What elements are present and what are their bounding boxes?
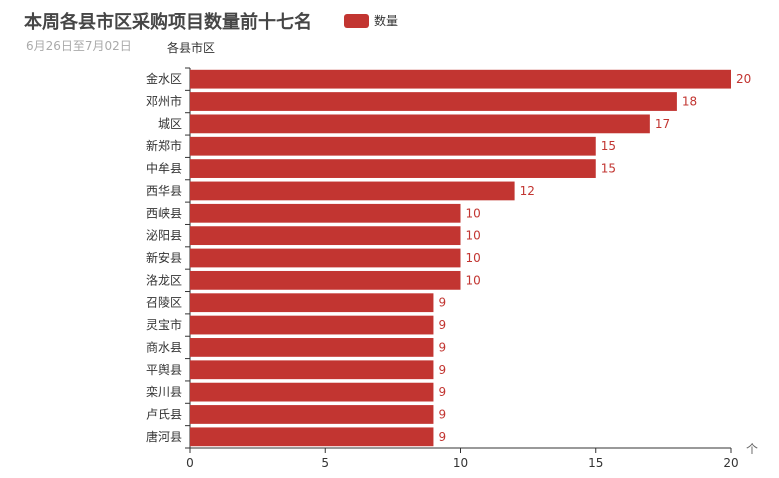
bar	[190, 69, 731, 89]
bar	[190, 338, 434, 357]
data-label: 9	[438, 296, 446, 310]
data-label: 9	[438, 385, 446, 399]
bar	[190, 226, 461, 246]
bar	[190, 203, 461, 223]
data-label: 10	[466, 273, 481, 287]
data-label: 10	[466, 229, 481, 243]
y-tick-label: 唐河县	[146, 429, 182, 444]
chart-subtitle: 6月26日至7月02日	[26, 39, 132, 53]
data-label: 10	[466, 251, 481, 265]
y-tick-label: 泌阳县	[146, 229, 182, 243]
data-label: 9	[438, 430, 446, 444]
y-tick-label: 新郑市	[146, 138, 182, 153]
y-tick-label: 灵宝市	[146, 317, 182, 332]
y-tick-label: 西华县	[146, 184, 182, 198]
y-axis-name: 各县市区	[167, 40, 215, 55]
bar	[190, 181, 515, 201]
chart-title: 本周各县市区采购项目数量前十七名	[24, 12, 312, 33]
x-tick-label: 0	[186, 456, 194, 470]
data-label: 9	[438, 340, 446, 354]
x-tick-label: 10	[453, 456, 468, 470]
bar	[190, 270, 461, 290]
y-tick-label: 金水区	[146, 71, 182, 86]
legend[interactable]: 数量	[344, 12, 398, 29]
data-label: 20	[736, 72, 751, 86]
y-tick-label: 城区	[158, 117, 182, 131]
arrow-up-icon[interactable]: 个	[746, 442, 758, 456]
bar	[190, 360, 434, 380]
data-label: 9	[438, 363, 446, 377]
data-label: 15	[601, 162, 616, 176]
y-tick-label: 洛龙区	[146, 272, 182, 287]
x-tick-label: 20	[723, 456, 738, 470]
y-tick-label: 平舆县	[146, 362, 182, 377]
y-tick-label: 栾川县	[146, 384, 182, 399]
bar	[190, 427, 434, 447]
y-tick-label: 新安县	[146, 250, 182, 265]
bar	[190, 405, 434, 424]
bar	[190, 92, 677, 111]
data-label: 9	[438, 318, 446, 332]
data-label: 9	[438, 407, 446, 421]
x-tick-label: 5	[321, 456, 329, 470]
bar	[190, 114, 650, 134]
bar	[190, 382, 434, 402]
y-tick-label: 商水县	[146, 339, 182, 354]
y-tick-label: 邓州市	[146, 94, 182, 109]
data-label: 18	[682, 95, 697, 109]
bar	[190, 159, 596, 178]
data-label: 17	[655, 117, 670, 131]
y-tick-label: 中牟县	[146, 161, 182, 176]
bar	[190, 136, 596, 156]
x-tick-label: 15	[588, 456, 603, 470]
y-tick-label: 召陵区	[146, 296, 182, 310]
data-label: 15	[601, 139, 616, 153]
bar	[190, 248, 461, 268]
bar	[190, 315, 434, 335]
data-label: 10	[466, 206, 481, 220]
data-label: 12	[520, 184, 535, 198]
bar	[190, 293, 434, 313]
legend-label: 数量	[374, 14, 399, 28]
y-tick-label: 卢氏县	[146, 406, 182, 421]
legend-swatch	[344, 13, 369, 28]
y-tick-label: 西峡县	[146, 206, 182, 220]
